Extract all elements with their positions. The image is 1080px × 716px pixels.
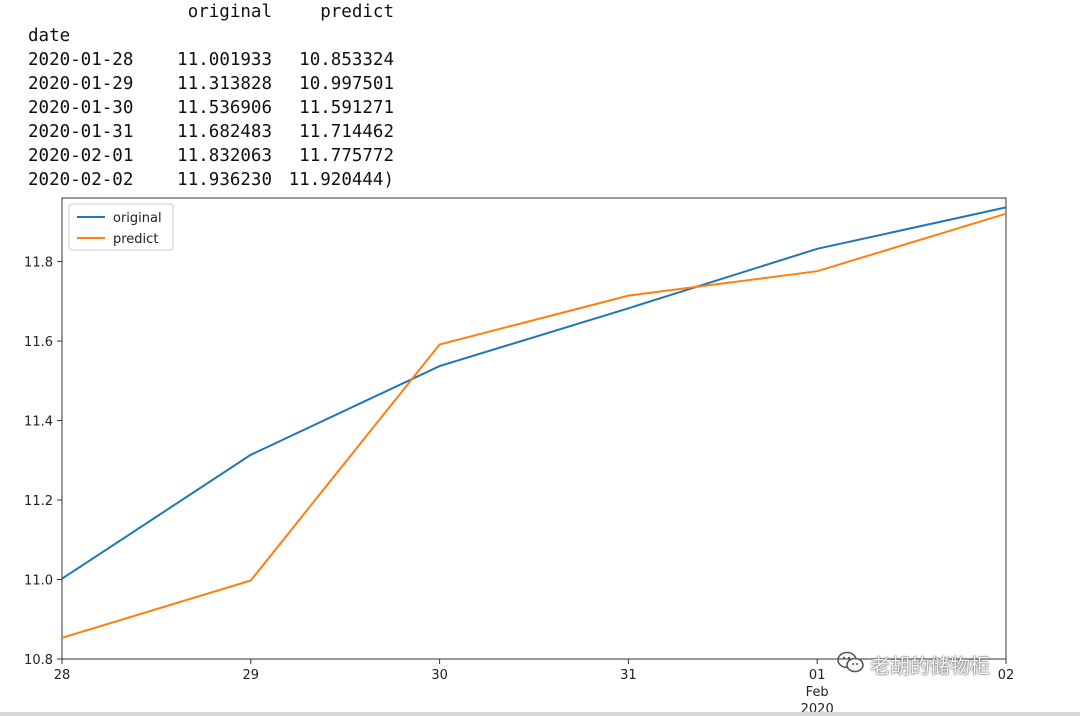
series-line-predict [61, 212, 1007, 639]
table-cell-original: 11.936230 [177, 170, 272, 190]
table-cell-original: 11.832063 [177, 146, 272, 166]
table-cell-date: 2020-02-01 [28, 146, 134, 166]
plot-frame [61, 197, 1007, 660]
watermark-text: 老胡的储物柜 [870, 654, 990, 678]
y-tick-label: 10.8 [24, 653, 53, 668]
table-cell-predict: 11.775772 [299, 146, 394, 166]
table-cell-predict: 11.714462 [299, 122, 394, 142]
table-header-original: original [187, 2, 272, 22]
series-line-original [61, 206, 1007, 580]
legend-label-predict: predict [113, 232, 158, 247]
dataframe-output: original predict date 2020-01-28 11.001933 10… [28, 0, 394, 192]
legend-label-original: original [113, 211, 162, 226]
table-header-row: original predict [28, 0, 394, 24]
y-tick-label: 11.2 [24, 494, 53, 509]
x-tick-label: 29 [243, 668, 260, 683]
table-cell-predict: 11.920444) [288, 170, 394, 190]
table-cell-date: 2020-02-02 [28, 170, 134, 190]
table-row: 2020-01-31 11.682483 11.714462 [28, 120, 394, 144]
table-row: 2020-01-28 11.001933 10.853324 [28, 48, 394, 72]
table-cell-predict: 10.997501 [299, 74, 394, 94]
x-tick-label: 28 [54, 668, 71, 683]
table-cell-date: 2020-01-30 [28, 98, 134, 118]
table-cell-date: 2020-01-31 [28, 122, 134, 142]
table-cell-original: 11.682483 [177, 122, 272, 142]
x-month-label: Feb [806, 685, 829, 700]
y-tick-label: 11.0 [24, 574, 53, 589]
wechat-icon [836, 650, 866, 679]
table-cell-original: 11.313828 [177, 74, 272, 94]
table-row: 2020-01-30 11.536906 11.591271 [28, 96, 394, 120]
y-tick-label: 11.6 [24, 335, 53, 350]
x-tick-label: 30 [431, 668, 448, 683]
table-cell-original: 11.001933 [177, 50, 272, 70]
table-index-name: date [28, 26, 71, 46]
x-tick-label: 01 [809, 668, 826, 683]
x-tick-label: 02 [998, 668, 1015, 683]
watermark: 老胡的储物柜 [836, 650, 990, 679]
y-tick-label: 11.8 [24, 256, 53, 271]
table-row: 2020-02-01 11.832063 11.775772 [28, 144, 394, 168]
table-cell-date: 2020-01-29 [28, 74, 134, 94]
table-cell-original: 11.536906 [177, 98, 272, 118]
bottom-scrollbar-track [0, 712, 1080, 716]
table-row: 2020-02-02 11.936230 11.920444) [28, 168, 394, 192]
table-header-predict: predict [320, 2, 394, 22]
table-index-name-row: date [28, 24, 394, 48]
table-cell-date: 2020-01-28 [28, 50, 134, 70]
y-tick-label: 11.4 [24, 415, 53, 430]
table-row: 2020-01-29 11.313828 10.997501 [28, 72, 394, 96]
table-cell-predict: 10.853324 [299, 50, 394, 70]
table-cell-predict: 11.591271 [299, 98, 394, 118]
x-tick-label: 31 [620, 668, 637, 683]
